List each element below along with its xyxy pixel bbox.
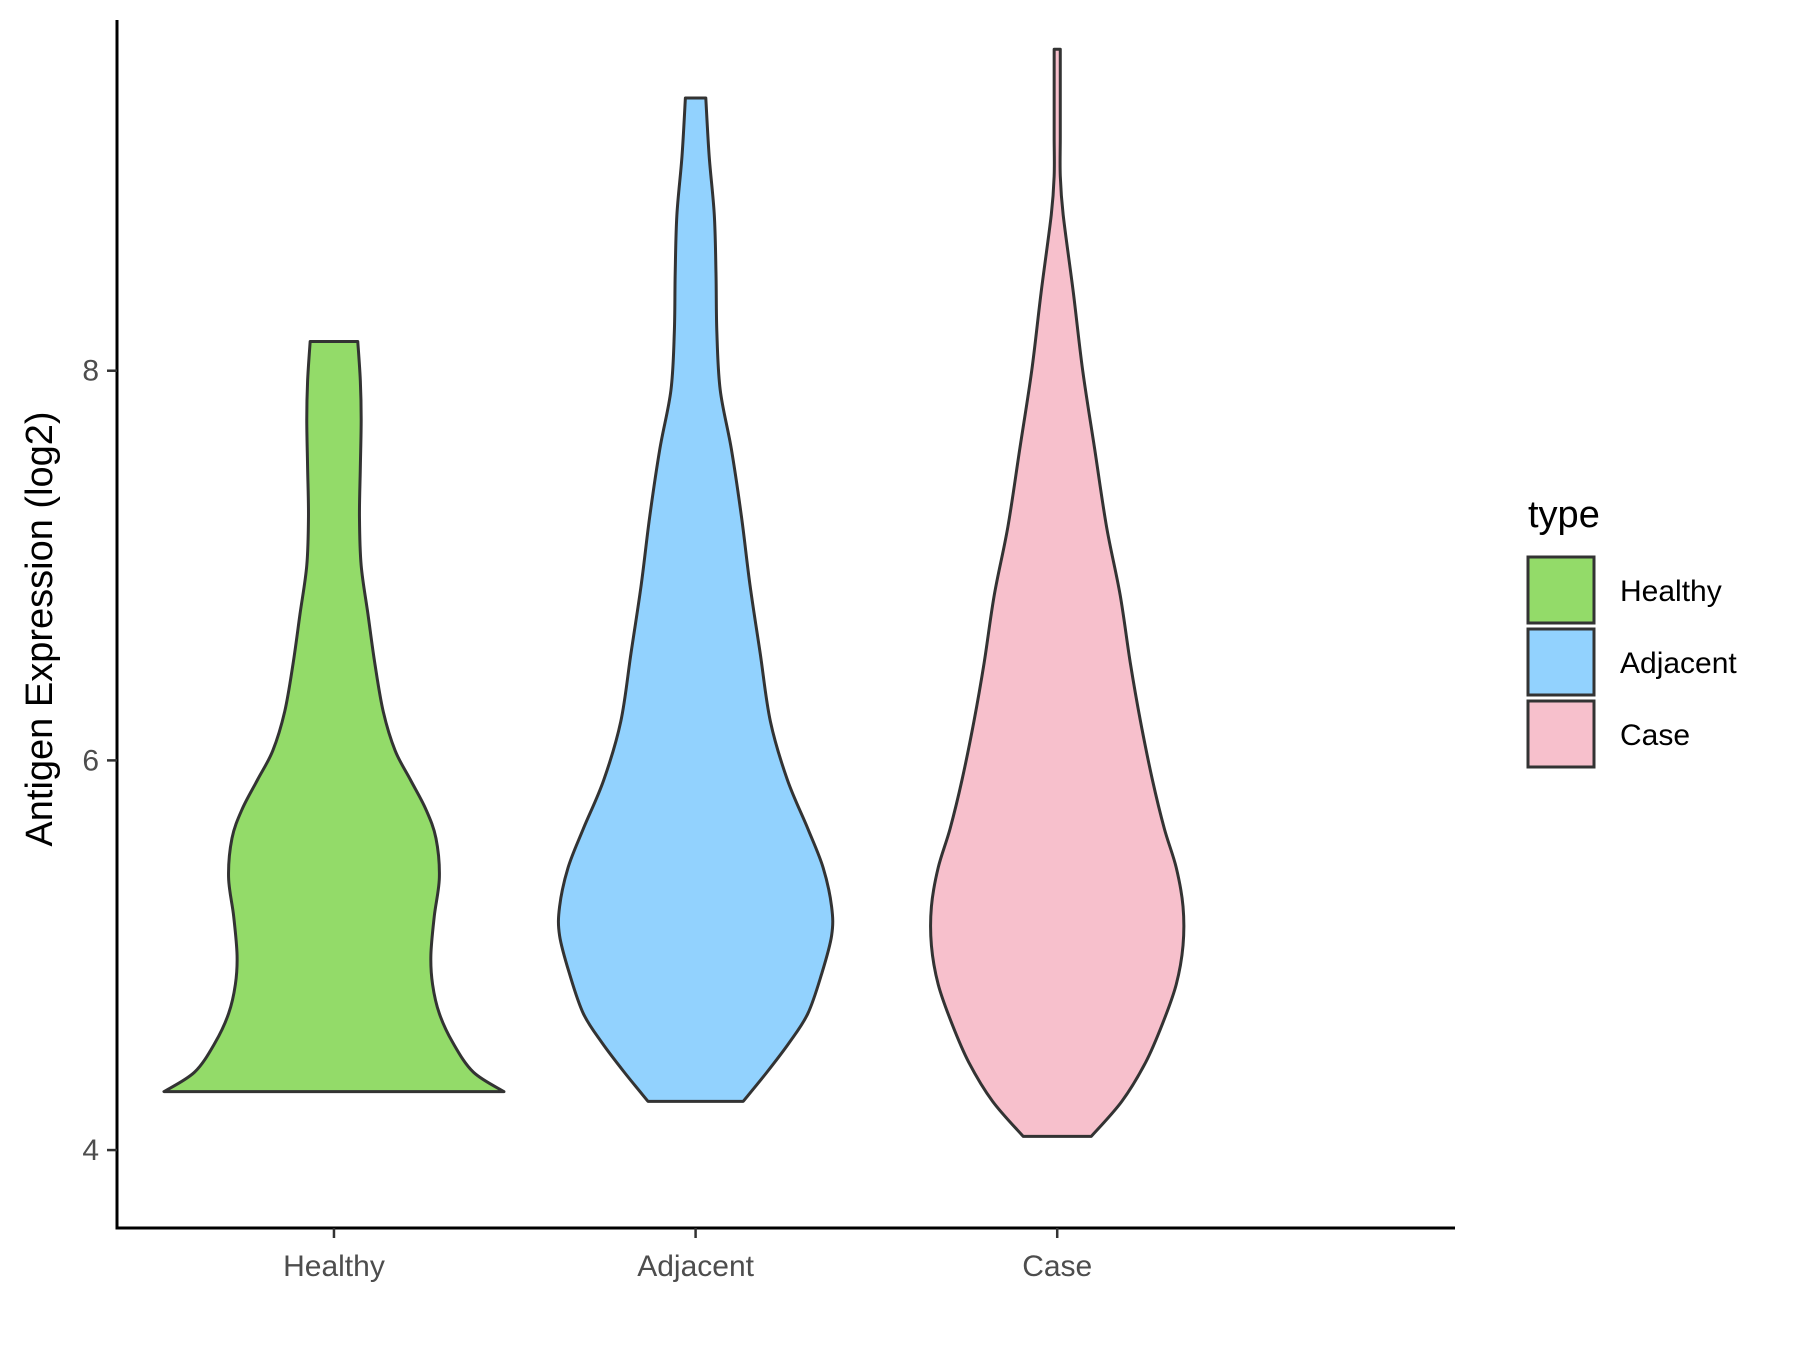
y-tick-label: 6 — [82, 744, 99, 777]
legend-items: Healthy Adjacent Case — [1526, 555, 1737, 769]
y-axis-title: Antigen Expression (log2) — [19, 411, 61, 846]
legend-swatch-case — [1526, 699, 1596, 769]
y-axis-ticks: 4 6 8 — [82, 355, 117, 1167]
legend-swatch-healthy — [1526, 555, 1596, 625]
violin-group — [162, 47, 1186, 1138]
x-tick-label: Adjacent — [637, 1250, 754, 1283]
violin-case — [929, 47, 1186, 1138]
violin-adjacent — [556, 96, 835, 1103]
x-tick-label: Healthy — [283, 1250, 385, 1283]
legend: type Healthy Adjacent Case — [1526, 494, 1737, 769]
y-tick-label: 4 — [82, 1134, 99, 1167]
x-axis-ticks: Healthy Adjacent Case — [283, 1228, 1092, 1283]
legend-label-case: Case — [1620, 719, 1690, 752]
legend-label-healthy: Healthy — [1620, 575, 1722, 608]
y-tick-label: 8 — [82, 355, 99, 388]
legend-label-adjacent: Adjacent — [1620, 647, 1737, 680]
legend-title: type — [1528, 494, 1600, 536]
x-tick-label: Case — [1022, 1250, 1092, 1283]
violin-healthy — [162, 339, 506, 1094]
legend-swatch-adjacent — [1526, 627, 1596, 697]
